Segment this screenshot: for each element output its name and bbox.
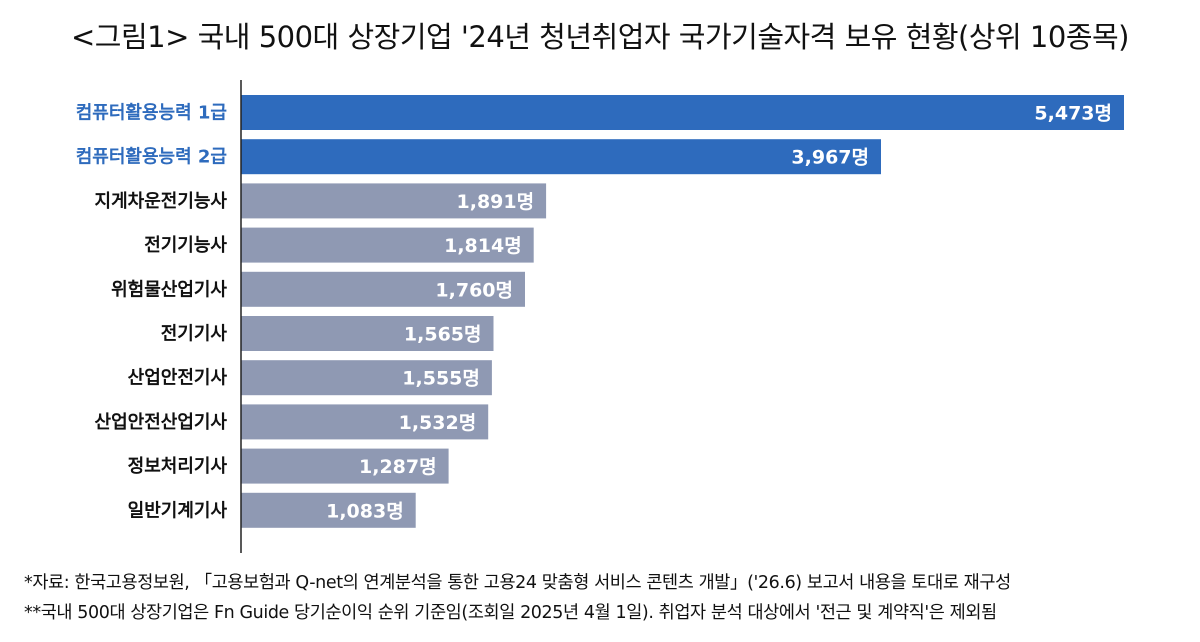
value-label-7: 1,555명 [402, 368, 480, 390]
bar-9 [241, 448, 449, 484]
category-label-1: 컴퓨터활용능력 1급 [76, 103, 227, 124]
footnote-source: *자료: 한국고용정보원, 「고용보험과 Q-net의 연계분석을 통한 고용2… [24, 573, 1011, 593]
value-label-4: 1,814명 [444, 235, 522, 257]
value-label-6: 1,565명 [404, 324, 482, 346]
category-label-4: 전기기능사 [144, 235, 227, 256]
value-label-1: 5,473명 [1034, 103, 1112, 125]
category-label-8: 산업안전산업기사 [95, 412, 228, 433]
bar-4 [241, 227, 534, 263]
category-label-5: 위험물산업기사 [111, 278, 227, 300]
footnotes: *자료: 한국고용정보원, 「고용보험과 Q-net의 연계분석을 통한 고용2… [24, 568, 1194, 628]
category-label-3: 지게차운전기능사 [95, 191, 228, 212]
category-label-9: 정보처리기사 [128, 456, 228, 477]
bar-2 [241, 139, 881, 175]
bar-10 [241, 492, 416, 528]
bar-3 [241, 183, 547, 219]
value-label-9: 1,287명 [359, 456, 437, 478]
bar-1 [241, 95, 1124, 130]
bar-7 [241, 360, 492, 396]
category-label-7: 산업안전기사 [128, 368, 228, 389]
category-label-10: 일반기계기사 [128, 500, 228, 521]
value-label-2: 3,967명 [791, 147, 869, 169]
category-label-6: 전기기사 [161, 324, 228, 345]
value-label-8: 1,532명 [399, 412, 477, 434]
chart-title: <그림1> 국내 500대 상장기업 '24년 청년취업자 국가기술자격 보유 … [71, 20, 1130, 54]
value-label-10: 1,083명 [326, 500, 404, 522]
value-label-3: 1,891명 [457, 191, 535, 213]
category-label-2: 컴퓨터활용능력 2급 [76, 147, 227, 168]
value-label-5: 1,760명 [435, 279, 513, 301]
bar-5 [241, 271, 525, 307]
footnote-definition: **국내 500대 상장기업은 Fn Guide 당기순이익 순위 기준임(조회… [24, 603, 997, 623]
bar-6 [241, 316, 494, 351]
bar-8 [241, 404, 489, 440]
